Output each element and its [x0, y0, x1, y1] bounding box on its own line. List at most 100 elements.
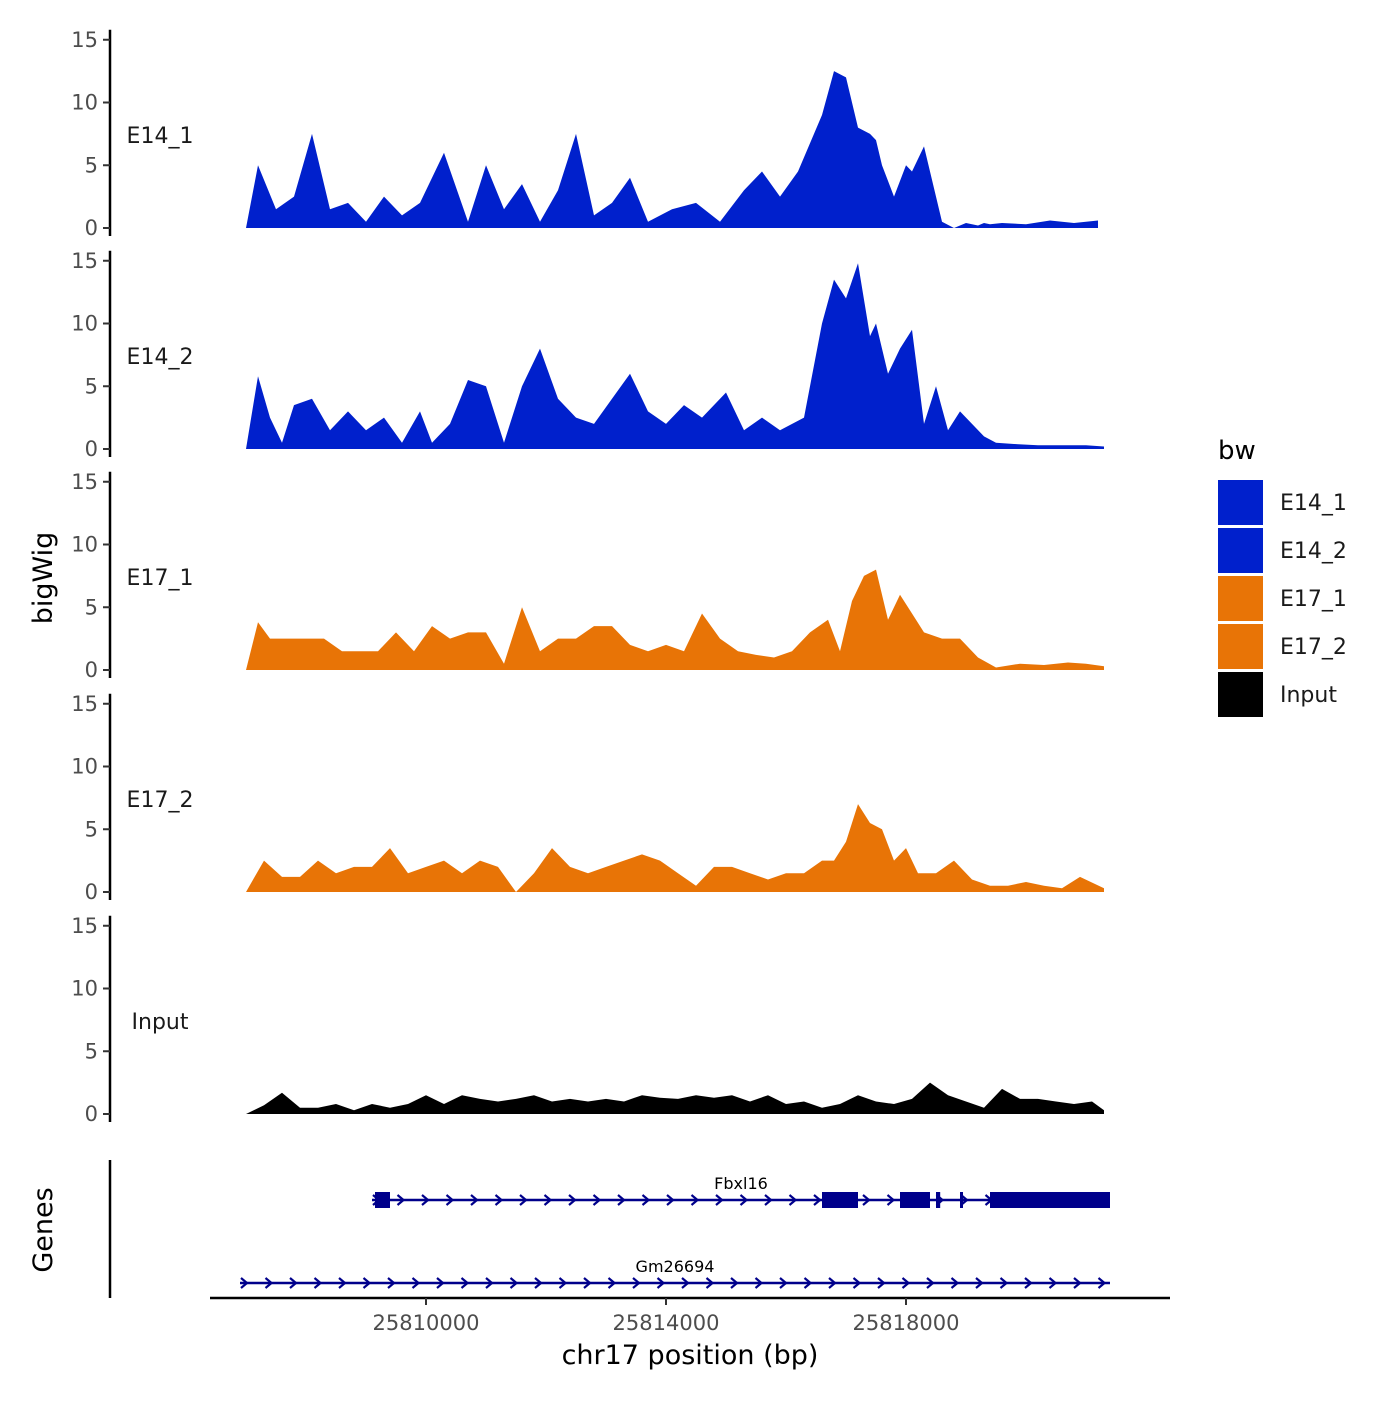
strand-arrow-icon	[534, 1277, 543, 1289]
strand-arrow-icon	[779, 1277, 788, 1289]
coverage-area-e17-2	[246, 804, 1104, 892]
strand-arrow-icon	[460, 1277, 470, 1289]
legend-title: bw	[1218, 436, 1256, 466]
y-tick-label: 10	[71, 977, 98, 1001]
track-e14-1: 0 5 10 15 E14_1	[71, 28, 1098, 240]
gene-exon	[936, 1192, 941, 1208]
coverage-area-input	[246, 1082, 1104, 1114]
gene-exon	[822, 1192, 858, 1208]
strand-arrow-icon	[739, 1194, 749, 1206]
track-e14-2: 0 5 10 15 E14_2	[71, 249, 1104, 461]
x-tick-label: 25818000	[853, 1311, 960, 1335]
y-tick-label: 15	[71, 249, 98, 273]
gene-exon	[960, 1192, 963, 1208]
strand-arrow-icon	[313, 1277, 323, 1289]
strand-arrow-icon	[901, 1277, 911, 1289]
coverage-area-e14-2	[246, 263, 1104, 449]
strand-arrow-icon	[632, 1277, 641, 1289]
x-tick-label: 25810000	[373, 1311, 480, 1335]
strand-arrow-icon	[1097, 1277, 1107, 1289]
track-label-e14-1: E14_1	[127, 124, 194, 149]
y-tick-label: 0	[85, 880, 98, 904]
strand-arrow-icon	[705, 1277, 715, 1289]
strand-arrow-icon	[1024, 1277, 1033, 1289]
legend-label-e17-2: E17_2	[1280, 635, 1347, 660]
y-tick-label: 15	[71, 692, 98, 716]
strand-arrow-icon	[411, 1277, 421, 1289]
x-axis-title: chr17 position (bp)	[562, 1340, 819, 1371]
y-tick-label: 0	[85, 658, 98, 682]
gene-fbxl16: Fbxl16	[372, 1174, 1110, 1208]
strand-arrow-icon	[656, 1277, 666, 1289]
strand-arrow-icon	[485, 1277, 494, 1289]
strand-arrow-icon	[445, 1194, 455, 1206]
gene-label: Gm26694	[636, 1257, 715, 1276]
y-tick-label: 5	[85, 153, 98, 177]
gene-exon	[990, 1192, 1110, 1208]
legend: bw E14_1 E14_2 E17_1 E17_2 Input	[1218, 436, 1347, 717]
y-tick-label: 5	[85, 374, 98, 398]
strand-arrow-icon	[1073, 1277, 1082, 1289]
strand-arrow-icon	[715, 1194, 724, 1206]
strand-arrow-icon	[362, 1277, 372, 1289]
strand-arrow-icon	[813, 1194, 822, 1206]
legend-swatch-e14-1	[1218, 480, 1263, 525]
y-tick-label: 15	[71, 28, 98, 52]
strand-arrow-icon	[975, 1277, 984, 1289]
track-label-e17-2: E17_2	[127, 788, 194, 813]
strand-arrow-icon	[617, 1194, 626, 1206]
strand-arrow-icon	[607, 1277, 617, 1289]
strand-arrow-icon	[519, 1194, 528, 1206]
strand-arrow-icon	[592, 1194, 602, 1206]
strand-arrow-icon	[240, 1277, 249, 1289]
x-axis: 25810000 25814000 25818000	[210, 1296, 1170, 1335]
y-tick-label: 10	[71, 312, 98, 336]
gene-gm26694: Gm26694	[240, 1257, 1110, 1289]
strand-arrow-icon	[730, 1277, 739, 1289]
y-axis-title: bigWig	[28, 532, 59, 625]
strand-arrow-icon	[387, 1277, 396, 1289]
strand-arrow-icon	[862, 1194, 871, 1206]
strand-arrow-icon	[583, 1277, 592, 1289]
strand-arrow-icon	[1048, 1277, 1058, 1289]
y-tick-label: 5	[85, 1039, 98, 1063]
legend-label-e14-2: E14_2	[1280, 539, 1347, 564]
strand-arrow-icon	[764, 1194, 773, 1206]
strand-arrow-icon	[803, 1277, 813, 1289]
strand-arrow-icon	[289, 1277, 298, 1289]
legend-swatch-input	[1218, 672, 1263, 717]
strand-arrow-icon	[926, 1277, 935, 1289]
strand-arrow-icon	[338, 1277, 347, 1289]
gene-exon	[900, 1192, 930, 1208]
strand-arrow-icon	[494, 1194, 504, 1206]
legend-swatch-e14-2	[1218, 528, 1263, 573]
strand-arrow-icon	[754, 1277, 764, 1289]
strand-arrow-icon	[470, 1194, 479, 1206]
coverage-area-e14-1	[246, 71, 1098, 228]
strand-arrow-icon	[877, 1277, 886, 1289]
strand-arrow-icon	[999, 1277, 1009, 1289]
strand-arrow-icon	[641, 1194, 651, 1206]
strand-arrow-icon	[396, 1194, 406, 1206]
legend-label-input: Input	[1280, 683, 1337, 708]
strand-arrow-icon	[436, 1277, 445, 1289]
strand-arrow-icon	[828, 1277, 837, 1289]
strand-arrow-icon	[852, 1277, 862, 1289]
gene-exon	[375, 1192, 390, 1208]
y-tick-label: 10	[71, 91, 98, 115]
strand-arrow-icon	[558, 1277, 568, 1289]
track-label-e14-2: E14_2	[127, 345, 194, 370]
y-tick-label: 15	[71, 914, 98, 938]
y-tick-label: 0	[85, 437, 98, 461]
legend-swatch-e17-1	[1218, 576, 1263, 621]
y-tick-label: 10	[71, 755, 98, 779]
track-label-input: Input	[132, 1010, 189, 1035]
strand-arrow-icon	[666, 1194, 675, 1206]
gene-label: Fbxl16	[714, 1174, 768, 1193]
strand-arrow-icon	[543, 1194, 553, 1206]
legend-label-e14-1: E14_1	[1280, 491, 1347, 516]
y-tick-label: 5	[85, 817, 98, 841]
coverage-tracks: 0 5 10 15 E14_1 0 5 10 15 E14_2 0 5 10 15 E17_1 0 5 10 15 E…	[71, 28, 1104, 1126]
